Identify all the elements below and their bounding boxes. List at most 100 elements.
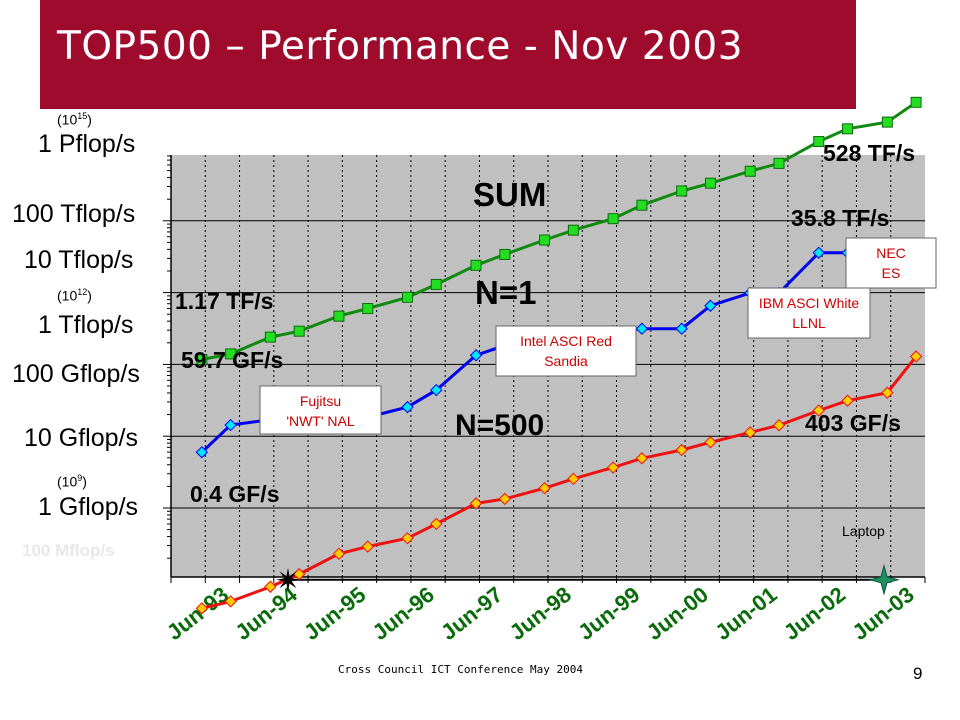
slide-title: TOP500 – Performance - Nov 2003 xyxy=(57,24,744,69)
series-line-n-500 xyxy=(201,355,918,610)
data-point xyxy=(704,436,717,449)
data-point xyxy=(881,386,894,399)
data-point xyxy=(567,472,580,486)
y-tick-label: 1 Pflop/s xyxy=(38,130,136,158)
data-point xyxy=(401,291,413,303)
data-point xyxy=(567,224,579,236)
data-point xyxy=(606,461,620,474)
series-label: SUM xyxy=(473,176,546,213)
data-point xyxy=(675,443,688,457)
callout-text: IBM ASCI White xyxy=(759,295,860,311)
x-tick-label: Jun-99 xyxy=(573,582,644,645)
callout-text: Intel ASCI Red xyxy=(520,333,612,349)
x-tick-label: Jun-00 xyxy=(642,582,713,645)
exponent-close: ) xyxy=(87,111,92,128)
y-tick-label-faded: 100 Mflop/s xyxy=(22,541,115,560)
callout-text: ES xyxy=(882,265,901,281)
data-point xyxy=(607,213,619,225)
annotation-label: 0.4 GF/s xyxy=(190,481,279,507)
data-point xyxy=(224,595,237,608)
exponent-close: ) xyxy=(82,473,87,490)
y-tick-label: 10 Gflop/s xyxy=(24,424,138,452)
x-tick-label: Jun-01 xyxy=(710,582,781,645)
data-point xyxy=(195,446,209,459)
callout-box xyxy=(845,237,937,289)
callout-text: NEC xyxy=(876,245,906,261)
exponent-label-9: (109) xyxy=(57,473,87,490)
callout-text: Sandia xyxy=(544,353,588,369)
data-point xyxy=(469,349,483,362)
annotation-label: Laptop xyxy=(842,523,885,539)
data-point xyxy=(812,246,825,259)
data-point xyxy=(196,354,208,366)
data-point xyxy=(744,165,756,177)
series-line-sum xyxy=(201,101,917,361)
data-point xyxy=(676,185,688,197)
data-point xyxy=(675,322,688,335)
data-point xyxy=(841,394,854,407)
data-point xyxy=(264,331,276,343)
x-tick-label: Jun-95 xyxy=(299,582,370,645)
data-point xyxy=(225,348,237,360)
data-point xyxy=(744,426,757,439)
data-point xyxy=(538,481,551,495)
data-point xyxy=(704,299,717,312)
callout-box xyxy=(495,325,637,377)
data-point xyxy=(430,517,443,531)
laptop-star-marker xyxy=(868,563,900,596)
footer-text: Cross Council ICT Conference May 2004 xyxy=(338,663,584,676)
data-point xyxy=(470,259,482,271)
callout-text: Fujitsu xyxy=(300,393,341,409)
exponent-power: 12 xyxy=(77,287,88,297)
data-point xyxy=(293,325,305,337)
data-point xyxy=(401,400,414,414)
annotation-label: 59.7 GF/s xyxy=(181,347,283,373)
data-point xyxy=(362,303,374,315)
data-point xyxy=(773,157,785,169)
data-point xyxy=(361,540,374,553)
data-point xyxy=(430,383,443,397)
data-point xyxy=(813,136,825,148)
annotation-label: 403 GF/s xyxy=(805,410,901,436)
data-point xyxy=(636,199,648,211)
x-tick-label: Jun-02 xyxy=(779,582,850,645)
exponent-power: 15 xyxy=(77,111,88,121)
data-point xyxy=(910,96,922,108)
series-label: N=500 xyxy=(455,409,544,442)
exponent-base: (10 xyxy=(57,287,78,304)
exponent-label-15: (1015) xyxy=(57,111,92,128)
exponent-base: (10 xyxy=(57,111,78,128)
data-point xyxy=(539,234,551,246)
data-point xyxy=(498,492,512,506)
data-point xyxy=(704,177,716,189)
annotation-label: 528 TF/s xyxy=(823,140,915,166)
data-point xyxy=(812,404,825,417)
exponent-power: 9 xyxy=(77,473,83,483)
x-tick-label: Jun-98 xyxy=(505,582,576,645)
y-tick-label: 1 Tflop/s xyxy=(38,311,134,339)
data-point xyxy=(264,580,277,593)
exponent-label-12: (1012) xyxy=(57,287,92,304)
data-point xyxy=(469,497,483,510)
data-point xyxy=(635,322,649,335)
callout-box xyxy=(747,287,871,339)
data-point xyxy=(842,123,854,135)
exponent-base: (10 xyxy=(57,473,78,490)
data-point xyxy=(499,248,511,260)
x-tick-label: Jun-93 xyxy=(162,582,233,645)
data-point xyxy=(224,418,237,432)
title-bar xyxy=(40,0,856,109)
callout-text: LLNL xyxy=(792,315,826,331)
y-tick-label: 100 Gflop/s xyxy=(12,360,140,388)
data-point xyxy=(635,452,649,465)
reference-star-marker xyxy=(276,567,300,592)
y-tick-label: 1 Gflop/s xyxy=(38,493,139,521)
x-tick-label: Jun-97 xyxy=(436,582,507,645)
callout-text: 'NWT' NAL xyxy=(286,413,355,429)
data-point xyxy=(401,531,414,545)
data-point xyxy=(195,602,209,615)
annotation-label: 1.17 TF/s xyxy=(175,288,273,314)
data-point xyxy=(772,419,786,432)
annotation-label: 35.8 TF/s xyxy=(791,205,889,231)
